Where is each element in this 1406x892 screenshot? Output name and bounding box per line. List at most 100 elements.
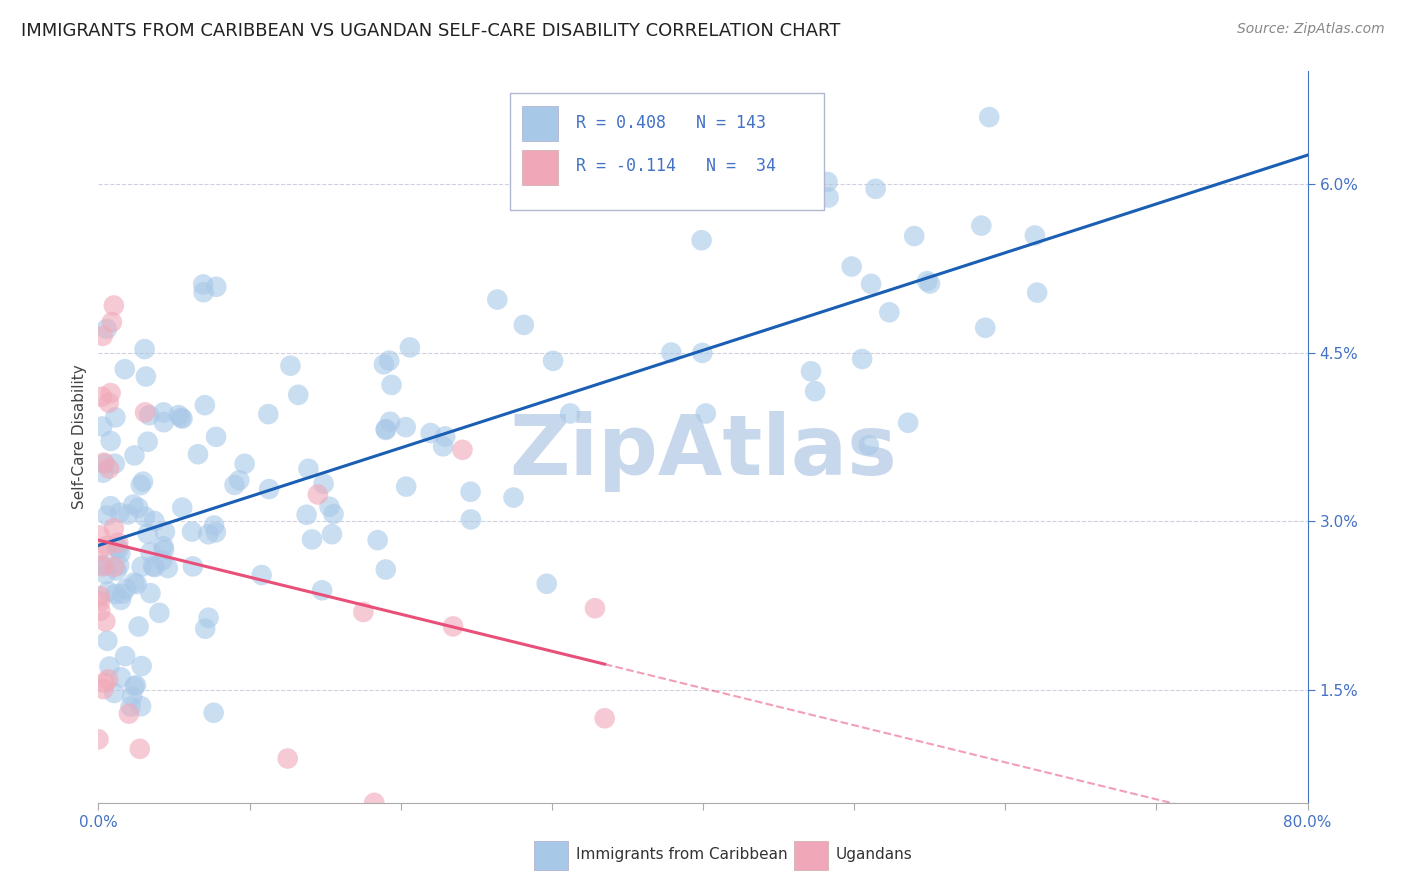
Point [460, 512, 482, 526]
Point [136, 434, 159, 449]
Point [193, 277, 215, 292]
Text: ZipAtlas: ZipAtlas [509, 411, 897, 492]
Point [695, 407, 717, 421]
Point [124, 575, 146, 590]
Point [593, 711, 616, 725]
Point [441, 619, 464, 633]
Point [352, 605, 374, 619]
Point [91, 419, 114, 434]
Point [307, 487, 329, 501]
Point [250, 568, 273, 582]
Point [98, 461, 121, 475]
Point [89, 594, 111, 608]
Point [858, 438, 880, 452]
Point [451, 442, 474, 457]
Point [143, 514, 166, 528]
Point [502, 491, 524, 505]
Point [395, 420, 418, 434]
Point [127, 500, 149, 515]
Point [93, 457, 115, 471]
Point [432, 439, 454, 453]
Point [879, 305, 901, 319]
Point [434, 429, 457, 443]
Point [318, 500, 340, 514]
Point [103, 559, 125, 574]
Point [865, 182, 887, 196]
Point [89, 589, 111, 603]
Point [1024, 228, 1046, 243]
Point [363, 796, 385, 810]
Point [374, 423, 396, 437]
Point [131, 559, 153, 574]
Point [104, 410, 127, 425]
Point [312, 476, 335, 491]
Point [205, 525, 228, 540]
Point [134, 342, 156, 356]
Point [97, 395, 120, 409]
Point [108, 558, 131, 573]
Point [91, 559, 114, 574]
Point [107, 541, 129, 556]
Point [181, 524, 204, 539]
Point [135, 369, 157, 384]
Point [257, 407, 280, 421]
Point [128, 619, 150, 633]
Point [395, 480, 418, 494]
Point [100, 386, 122, 401]
Point [103, 298, 125, 312]
Point [536, 576, 558, 591]
Point [152, 405, 174, 419]
FancyBboxPatch shape [534, 841, 568, 870]
Point [193, 285, 215, 300]
Point [131, 659, 153, 673]
Point [150, 553, 173, 567]
Point [321, 527, 343, 541]
Point [374, 422, 396, 436]
Point [197, 611, 219, 625]
Point [194, 622, 217, 636]
Point [122, 498, 145, 512]
Text: Ugandans: Ugandans [837, 847, 912, 862]
Point [96, 508, 118, 523]
Point [692, 346, 714, 360]
Point [89, 528, 111, 542]
Point [202, 518, 225, 533]
Point [1026, 285, 1049, 300]
Point [205, 279, 228, 293]
Point [378, 415, 401, 429]
Point [104, 587, 127, 601]
Point [152, 415, 174, 429]
Text: R = 0.408   N = 143: R = 0.408 N = 143 [576, 113, 766, 131]
Y-axis label: Self-Care Disability: Self-Care Disability [72, 365, 87, 509]
Point [301, 533, 323, 547]
Point [800, 364, 823, 378]
Text: Source: ZipAtlas.com: Source: ZipAtlas.com [1237, 22, 1385, 37]
Point [170, 410, 193, 425]
Point [374, 562, 396, 576]
Point [87, 544, 110, 558]
Point [897, 416, 920, 430]
Point [841, 260, 863, 274]
Point [380, 377, 402, 392]
Point [96, 633, 118, 648]
Point [110, 670, 132, 684]
Point [89, 604, 111, 618]
Point [97, 673, 120, 687]
Point [104, 457, 127, 471]
Point [136, 526, 159, 541]
Point [172, 500, 194, 515]
Point [96, 322, 118, 336]
Point [90, 390, 112, 404]
Point [228, 473, 250, 487]
Point [224, 478, 246, 492]
Text: Immigrants from Caribbean: Immigrants from Caribbean [576, 847, 787, 862]
Point [90, 558, 112, 572]
Point [205, 430, 228, 444]
Point [974, 320, 997, 334]
Point [181, 559, 204, 574]
Point [172, 411, 194, 425]
Point [124, 679, 146, 693]
Point [93, 456, 115, 470]
Point [110, 546, 132, 560]
Point [91, 329, 114, 343]
